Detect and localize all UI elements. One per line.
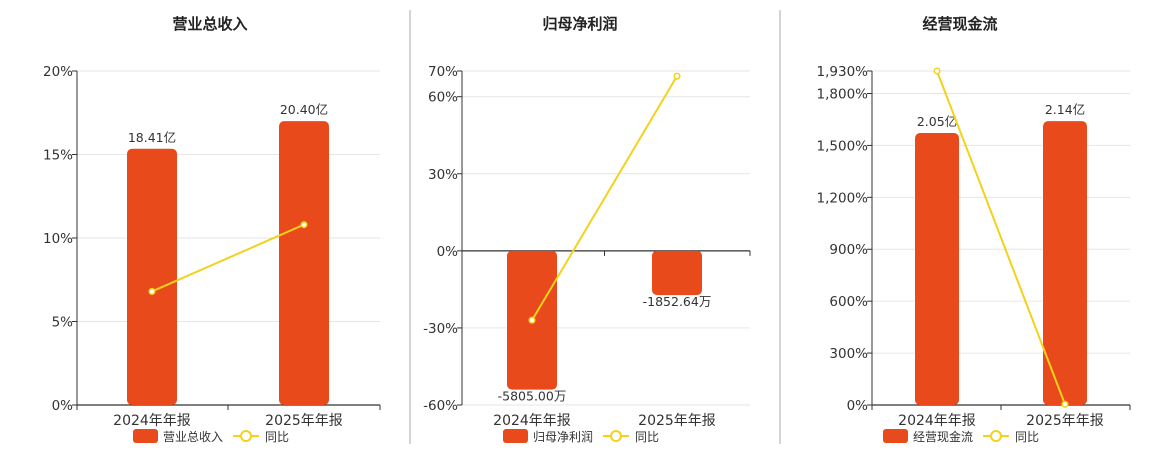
legend-label: 同比: [1015, 430, 1039, 444]
x-tick-label: 2024年年报: [898, 413, 976, 429]
legend-swatch-marker: [240, 430, 252, 442]
y-tick-label: 60%: [428, 90, 458, 106]
data-label: -5805.00万: [498, 389, 567, 404]
data-label: 18.41亿: [128, 130, 176, 145]
legend-swatch-bar: [133, 429, 158, 443]
line-point: [300, 221, 308, 229]
line-point: [933, 67, 941, 75]
legend-label: 归母净利润: [533, 430, 593, 444]
x-tick-label: 2024年年报: [113, 413, 191, 429]
x-tick-label: 2024年年报: [493, 413, 571, 429]
y-tick-label: 15%: [43, 148, 73, 164]
legend-swatch-marker: [610, 430, 622, 442]
data-label: 20.40亿: [280, 102, 328, 117]
y-tick-label: 1,930%: [817, 64, 869, 80]
data-label: -1852.64万: [643, 294, 712, 309]
y-tick-label: 1,800%: [817, 86, 869, 102]
y-tick-label: 1,200%: [817, 190, 869, 206]
chart-title: 经营现金流: [922, 15, 997, 33]
y-tick-label: 0%: [847, 398, 869, 414]
bar: [279, 121, 329, 405]
bar: [127, 148, 177, 405]
chart-title: 归母净利润: [542, 15, 617, 33]
data-label: 2.14亿: [1045, 102, 1085, 117]
line-point: [1061, 400, 1069, 408]
y-tick-label: 70%: [428, 64, 458, 80]
y-tick-label: 30%: [428, 167, 458, 183]
legend-label: 同比: [635, 430, 659, 444]
x-tick-label: 2025年年报: [1026, 413, 1104, 429]
chart-title: 营业总收入: [172, 15, 247, 33]
chart-panel: 营业总收入 0% 5% 10% 15% 20% 2024年年报 2025年年报 18.41亿 20…: [43, 15, 381, 444]
y-tick-label: -30%: [423, 321, 458, 337]
line-series-yoy: [151, 223, 305, 293]
y-tick-label: 300%: [829, 346, 868, 362]
bar: [652, 250, 702, 296]
legend-label: 同比: [265, 430, 289, 444]
legend-label: 经营现金流: [913, 429, 973, 444]
y-tick-label: 600%: [829, 294, 868, 310]
data-label: 2.05亿: [917, 114, 957, 129]
line-series-yoy: [936, 70, 1066, 405]
y-tick-label: -60%: [423, 398, 458, 414]
y-tick-label: 0%: [52, 398, 74, 414]
x-tick-label: 2025年年报: [265, 413, 343, 429]
y-tick-label: 0%: [437, 244, 459, 260]
y-tick-label: 20%: [43, 64, 73, 80]
chart-panel: 经营现金流 0% 300% 600% 900% 1,200% 1,500% 1,800% 1,9…: [817, 15, 1131, 444]
x-tick-label: 2025年年报: [638, 413, 716, 429]
chart-panel: 归母净利润 -60% -30% 0% 30% 60% 70% 2024年年报 2025年年报 -5…: [423, 15, 751, 444]
y-tick-label: 5%: [52, 315, 74, 331]
bar: [1043, 121, 1087, 405]
legend-label: 营业总收入: [163, 430, 223, 444]
y-tick-label: 10%: [43, 231, 73, 247]
line-series-yoy: [531, 75, 678, 321]
line-point: [673, 72, 681, 80]
line-point: [528, 316, 536, 324]
legend-swatch-bar: [503, 429, 528, 443]
y-tick-label: 900%: [829, 242, 868, 258]
line-point: [148, 287, 156, 295]
legend-swatch-bar: [883, 429, 908, 443]
y-tick-label: 1,500%: [817, 138, 869, 154]
legend-swatch-marker: [990, 430, 1002, 442]
bar: [915, 133, 959, 405]
